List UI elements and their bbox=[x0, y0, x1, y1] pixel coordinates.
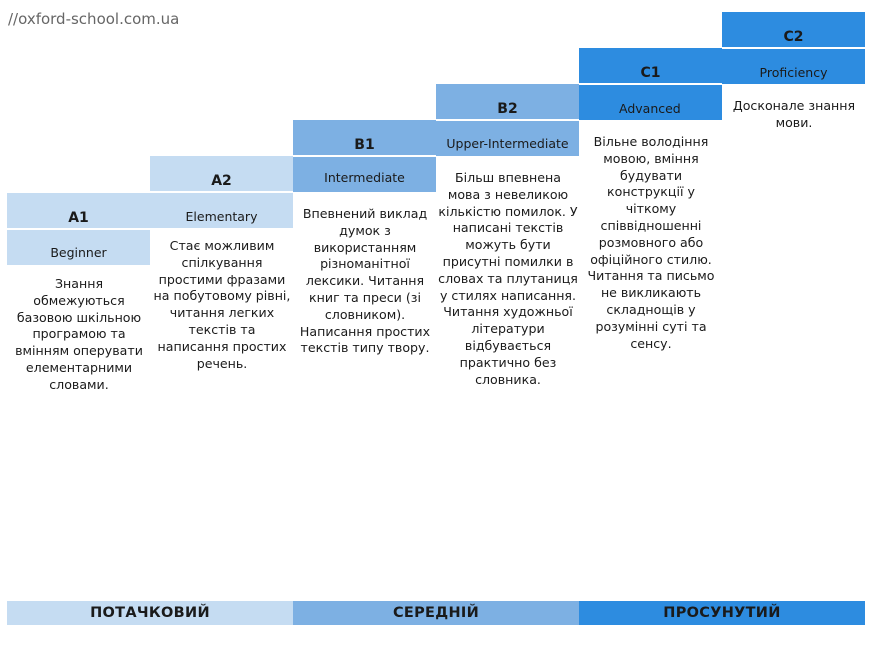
level-c2-name: Proficiency bbox=[759, 65, 828, 80]
band-intermediate-levels: СЕРЕДНІЙ bbox=[293, 601, 579, 625]
level-a1-code: A1 bbox=[68, 210, 89, 226]
level-a2-name: Elementary bbox=[185, 209, 258, 224]
level-c1-code: C1 bbox=[640, 65, 661, 81]
level-c1-name-block: Advanced bbox=[579, 85, 722, 120]
level-c2-description: Досконале знання мови. bbox=[732, 98, 856, 130]
band-advanced-levels: ПРОСУНУТИЙ bbox=[579, 601, 865, 625]
level-b2-code-block: B2 bbox=[436, 84, 579, 119]
band-beginner-label: ПОТАЧКОВИЙ bbox=[90, 605, 210, 621]
level-c2-code-block: C2 bbox=[722, 12, 865, 47]
level-b2-description: Більш впевнена мова з невеликою кількіст… bbox=[438, 170, 578, 387]
level-c2-code: C2 bbox=[783, 29, 804, 45]
level-b1-name: Intermediate bbox=[324, 170, 405, 185]
level-a2-code-block: A2 bbox=[150, 156, 293, 191]
level-b2-name: Upper-Intermediate bbox=[446, 136, 569, 151]
band-intermediate-label: СЕРЕДНІЙ bbox=[392, 605, 480, 621]
level-c1-description: Вільне володіння мовою, вміння будувати … bbox=[587, 134, 715, 351]
level-b1-code: B1 bbox=[354, 137, 375, 153]
level-a2-name-block: Elementary bbox=[150, 193, 293, 228]
level-a1-description: Знання обмежуються базовою шкільною прог… bbox=[15, 276, 143, 392]
level-b1-description: Впевнений виклад думок з використанням р… bbox=[299, 206, 431, 356]
level-b1-code-block: B1 bbox=[293, 120, 436, 155]
level-a1-name-block: Beginner bbox=[7, 230, 150, 265]
level-a1-code-block: A1 bbox=[7, 193, 150, 228]
level-b2-name-block: Upper-Intermediate bbox=[436, 121, 579, 156]
band-beginner-levels: ПОТАЧКОВИЙ bbox=[7, 601, 293, 625]
level-c1-name: Advanced bbox=[619, 101, 681, 116]
level-b1-name-block: Intermediate bbox=[293, 157, 436, 192]
level-a2-description: Стає можливим спілкування простими фраза… bbox=[153, 238, 291, 371]
level-c1-code-block: C1 bbox=[579, 48, 722, 83]
band-advanced-label: ПРОСУНУТИЙ bbox=[663, 605, 781, 621]
level-a2-code: A2 bbox=[211, 173, 232, 189]
level-c2-name-block: Proficiency bbox=[722, 49, 865, 84]
level-a1-name: Beginner bbox=[50, 245, 107, 260]
site-watermark: //oxford-school.com.ua bbox=[8, 10, 180, 28]
level-b2-code: B2 bbox=[497, 101, 518, 117]
